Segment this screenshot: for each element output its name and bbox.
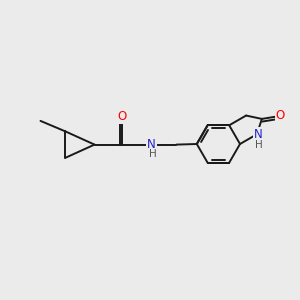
Text: H: H	[149, 149, 157, 159]
Text: H: H	[254, 140, 262, 150]
Text: N: N	[147, 138, 156, 151]
Text: O: O	[118, 110, 127, 124]
Text: N: N	[254, 128, 263, 141]
Text: O: O	[276, 110, 285, 122]
